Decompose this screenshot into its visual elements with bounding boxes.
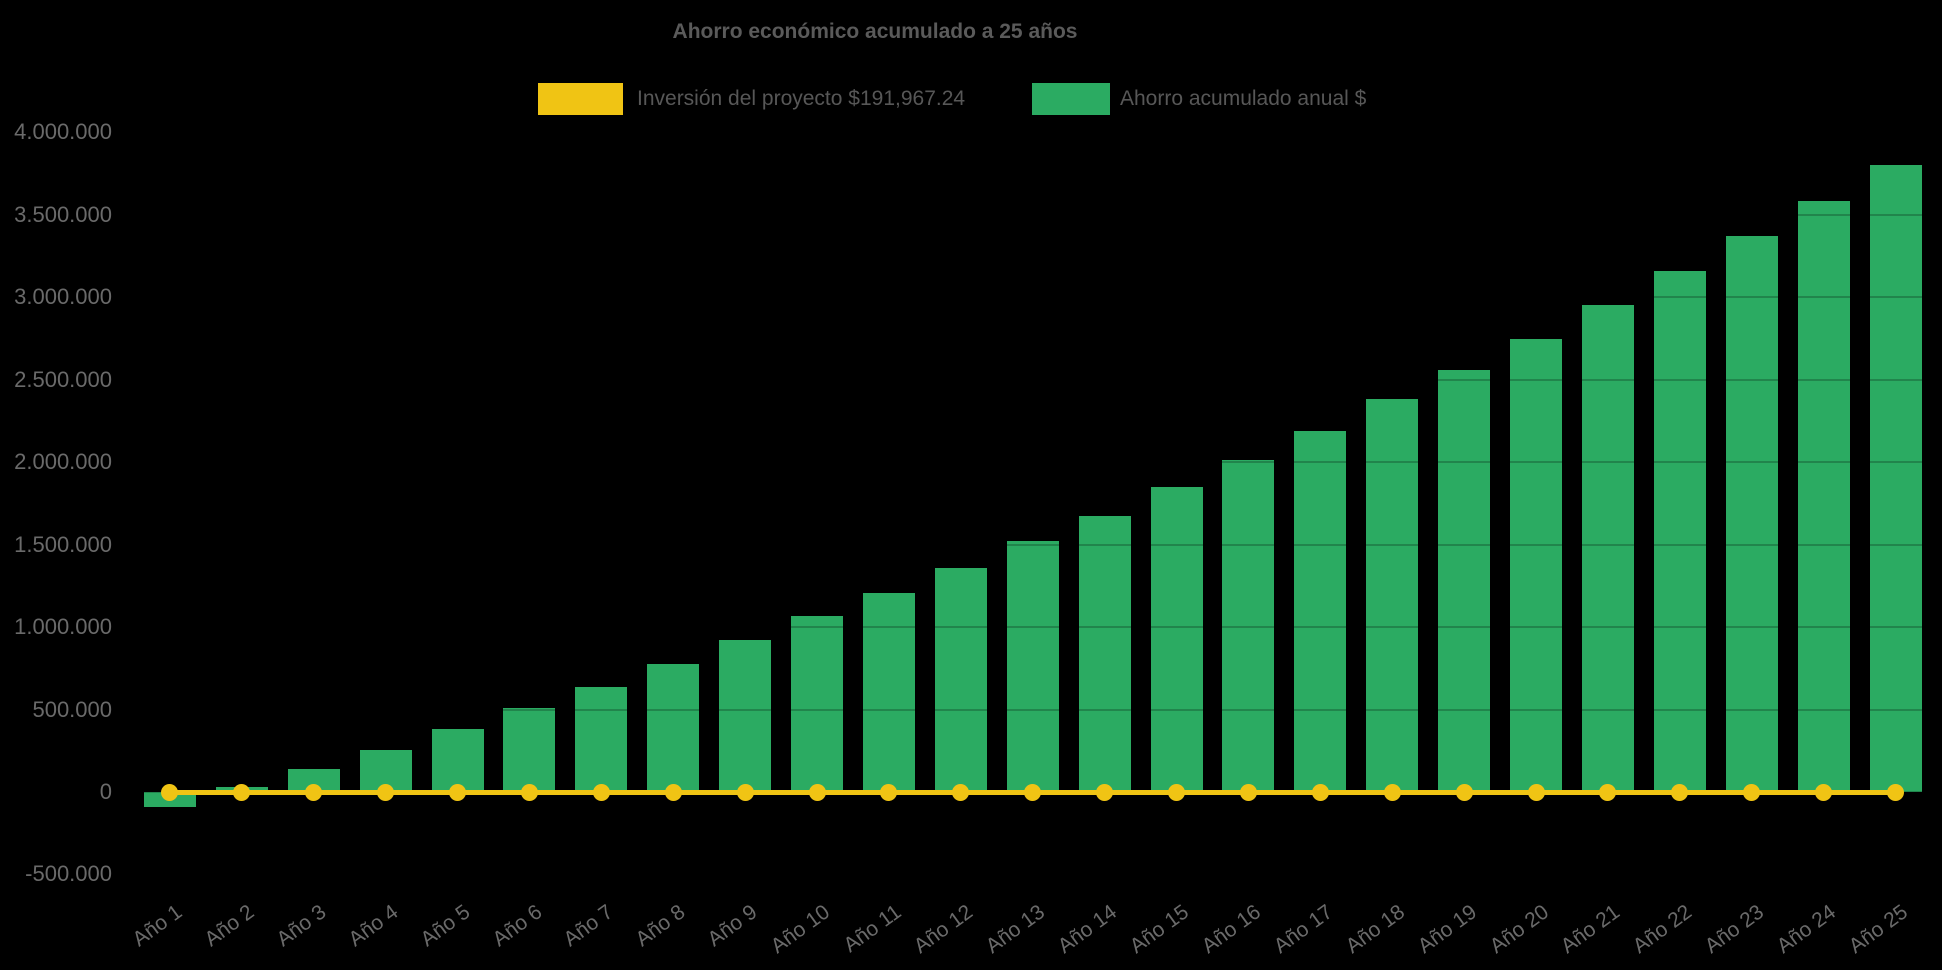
y-tick-label: 500.000 xyxy=(32,696,112,722)
bar-año-20 xyxy=(1510,338,1563,792)
bar-año-18 xyxy=(1366,399,1419,792)
x-tick-label-año-25: Año 25 xyxy=(1844,900,1913,959)
gridline xyxy=(134,296,1930,299)
bar-año-15 xyxy=(1150,487,1203,792)
x-tick-label-año-5: Año 5 xyxy=(416,900,475,952)
x-tick-label-año-11: Año 11 xyxy=(839,900,906,958)
y-tick-label: 2.500.000 xyxy=(14,366,112,392)
bar-año-13 xyxy=(1006,541,1059,792)
investment-line-marker-año-7 xyxy=(592,783,610,801)
gridline xyxy=(134,213,1930,216)
bar-año-21 xyxy=(1581,304,1634,792)
investment-line-marker-año-19 xyxy=(1455,783,1473,801)
bar-año-5 xyxy=(431,728,484,792)
legend-swatch-investment xyxy=(538,83,623,115)
investment-line-marker-año-25 xyxy=(1887,783,1905,801)
investment-line-marker-año-4 xyxy=(377,783,395,801)
x-tick-label-año-9: Año 9 xyxy=(703,900,762,952)
bar-año-23 xyxy=(1725,236,1778,792)
investment-line-marker-año-14 xyxy=(1096,783,1114,801)
investment-line-marker-año-15 xyxy=(1168,783,1186,801)
y-tick-label: -500.000 xyxy=(25,861,112,887)
bar-año-16 xyxy=(1222,459,1275,792)
y-tick-label: 3.000.000 xyxy=(14,284,112,310)
x-tick-label-año-19: Año 19 xyxy=(1413,900,1481,959)
investment-line-marker-año-5 xyxy=(449,783,467,801)
bar-año-11 xyxy=(862,592,915,792)
bar-año-25 xyxy=(1869,164,1922,792)
x-tick-label-año-23: Año 23 xyxy=(1700,900,1769,959)
x-tick-label-año-12: Año 12 xyxy=(909,900,978,959)
bar-año-17 xyxy=(1294,431,1347,792)
bar-año-10 xyxy=(791,616,844,792)
x-tick-label-año-21: Año 21 xyxy=(1557,900,1625,959)
legend-label-investment: Inversión del proyecto $191,967.24 xyxy=(637,87,966,110)
investment-line-marker-año-17 xyxy=(1311,783,1329,801)
investment-line-marker-año-18 xyxy=(1383,783,1401,801)
gridline xyxy=(134,873,1930,876)
bar-año-24 xyxy=(1797,201,1850,792)
legend-swatch-savings xyxy=(1032,83,1110,115)
x-tick-label-año-4: Año 4 xyxy=(344,900,403,952)
investment-line-marker-año-3 xyxy=(305,783,323,801)
investment-line-marker-año-11 xyxy=(880,783,898,801)
x-tick-label-año-17: Año 17 xyxy=(1269,900,1337,959)
investment-line-marker-año-22 xyxy=(1671,783,1689,801)
gridline xyxy=(134,461,1930,464)
x-tick-label-año-10: Año 10 xyxy=(766,900,834,959)
bar-año-19 xyxy=(1438,369,1491,792)
investment-line-marker-año-21 xyxy=(1599,783,1617,801)
x-tick-label-año-3: Año 3 xyxy=(272,900,331,952)
x-tick-label-año-13: Año 13 xyxy=(981,900,1050,959)
x-tick-label-año-24: Año 24 xyxy=(1772,900,1841,959)
y-tick-label: 4.000.000 xyxy=(14,119,112,145)
x-tick-label-año-14: Año 14 xyxy=(1053,900,1122,959)
bar-año-7 xyxy=(575,687,628,792)
gridline xyxy=(134,626,1930,629)
x-tick-label-año-1: Año 1 xyxy=(128,900,187,952)
gridline xyxy=(134,708,1930,711)
bar-año-12 xyxy=(934,567,987,792)
x-tick-label-año-7: Año 7 xyxy=(559,900,618,952)
bar-año-22 xyxy=(1653,271,1706,792)
bar-año-8 xyxy=(647,663,700,792)
y-tick-label: 1.000.000 xyxy=(14,614,112,640)
y-tick-label: 2.000.000 xyxy=(14,449,112,475)
bar-año-3 xyxy=(287,768,340,792)
investment-line-marker-año-12 xyxy=(952,783,970,801)
y-tick-label: 0 xyxy=(99,779,112,804)
investment-line-marker-año-9 xyxy=(736,783,754,801)
investment-line-marker-año-13 xyxy=(1024,783,1042,801)
gridline xyxy=(134,543,1930,546)
gridline xyxy=(134,378,1930,381)
investment-line-marker-año-6 xyxy=(520,783,538,801)
y-tick-label: 1.500.000 xyxy=(14,531,112,557)
x-tick-label-año-20: Año 20 xyxy=(1485,900,1553,959)
gridline xyxy=(134,131,1930,134)
investment-line-marker-año-2 xyxy=(233,783,251,801)
investment-line-marker-año-23 xyxy=(1743,783,1761,801)
legend-label-savings: Ahorro acumulado anual $ xyxy=(1120,87,1367,110)
bar-año-6 xyxy=(503,707,556,792)
x-tick-label-año-6: Año 6 xyxy=(487,900,546,952)
investment-line-marker-año-1 xyxy=(161,783,179,801)
x-tick-label-año-15: Año 15 xyxy=(1125,900,1194,959)
investment-line-marker-año-16 xyxy=(1239,783,1257,801)
chart-title: Ahorro económico acumulado a 25 años xyxy=(672,20,1078,43)
x-tick-label-año-2: Año 2 xyxy=(200,900,259,952)
investment-line-marker-año-24 xyxy=(1815,783,1833,801)
investment-line-marker-año-20 xyxy=(1527,783,1545,801)
x-tick-label-año-18: Año 18 xyxy=(1341,900,1409,959)
investment-line-marker-año-10 xyxy=(808,783,826,801)
bar-año-9 xyxy=(719,640,772,792)
x-tick-label-año-8: Año 8 xyxy=(631,900,690,952)
investment-line-marker-año-8 xyxy=(664,783,682,801)
x-tick-label-año-22: Año 22 xyxy=(1628,900,1697,959)
y-tick-label: 3.500.000 xyxy=(14,201,112,227)
x-tick-label-año-16: Año 16 xyxy=(1197,900,1265,959)
bar-año-14 xyxy=(1078,515,1131,792)
